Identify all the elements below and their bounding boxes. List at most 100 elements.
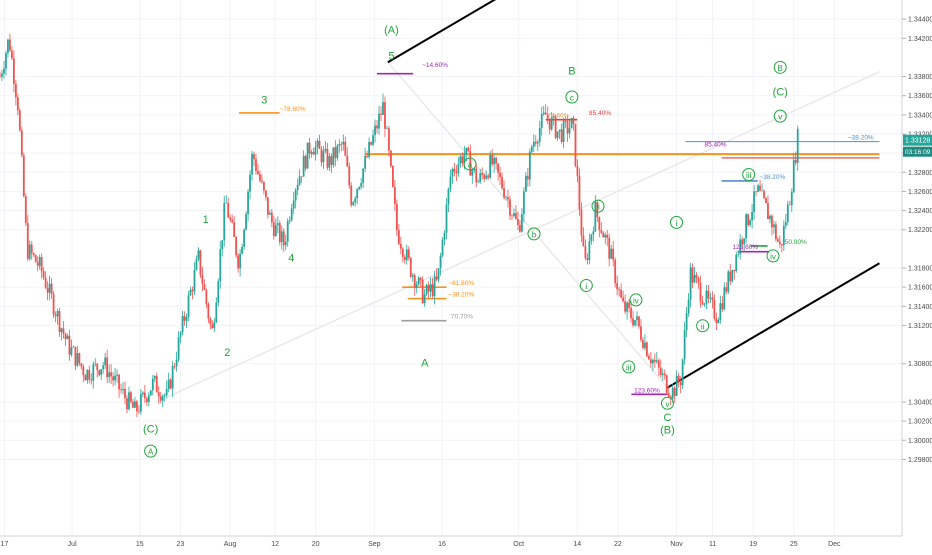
candle-body (628, 302, 630, 308)
candle-body (213, 322, 216, 329)
candle-body (134, 401, 136, 408)
candle-body (655, 360, 658, 362)
fib-label: ~14.60% (422, 62, 448, 69)
candle-body (179, 332, 182, 338)
price-tag-box (903, 134, 932, 146)
candle-body (522, 191, 525, 215)
candle-body (390, 150, 392, 167)
candle-body (467, 147, 470, 152)
candle-body (360, 182, 363, 187)
candle-body (312, 151, 315, 155)
candle-body (56, 310, 59, 317)
candle-body (282, 231, 285, 246)
candle-body (532, 141, 535, 147)
candle-body (263, 182, 265, 191)
candle-body (495, 157, 497, 164)
candle-body (473, 168, 476, 171)
candle-body (328, 156, 331, 168)
x-tick-label: 15 (136, 541, 144, 548)
candle-body (780, 244, 783, 246)
wave-label-circle (622, 360, 636, 374)
candle-body (711, 297, 714, 301)
candle-body (451, 168, 454, 177)
y-tick-label: 1.29800 (908, 457, 932, 464)
y-tick-label: 1.34200 (908, 36, 932, 43)
candle-body (713, 300, 716, 319)
candle-body (735, 254, 738, 272)
candle-body (92, 364, 95, 381)
candle-body (556, 131, 559, 138)
candle-body (536, 141, 539, 144)
x-tick-label: 20 (312, 541, 320, 548)
candle-body (223, 203, 226, 241)
y-tick-label: 1.32400 (908, 208, 932, 215)
candle-body (786, 204, 789, 223)
fib-label: 85.40% (589, 110, 611, 117)
candle-body (550, 117, 553, 130)
candle-body (50, 283, 53, 294)
candle-body (632, 318, 634, 326)
candle-body (695, 274, 698, 278)
y-axis: 1.344001.342001.338001.336001.334001.332… (901, 0, 932, 536)
candle-body (776, 239, 779, 242)
y-tick-label: 1.30800 (908, 361, 932, 368)
candle-body (763, 190, 765, 198)
candle-body (354, 198, 357, 203)
wave-label: C (664, 412, 672, 424)
candle-body (322, 151, 325, 163)
candle-body (773, 224, 775, 228)
candle-body (796, 128, 799, 163)
candle-body (590, 234, 593, 242)
candle-body (747, 214, 750, 226)
candle-body (28, 244, 31, 259)
candle-body (685, 313, 688, 331)
candle-body (34, 255, 37, 263)
candle-body (564, 120, 567, 122)
candle-body (96, 363, 99, 371)
candle-body (304, 155, 307, 169)
candle-body (649, 359, 652, 364)
candle-body (624, 301, 626, 312)
fib-label: ~38.20% (759, 174, 785, 181)
y-tick-label: 1.33800 (908, 74, 932, 81)
candle-body (1, 73, 3, 77)
candle-body (526, 175, 529, 180)
y-tick-label: 1.33400 (908, 112, 932, 119)
trend-line (387, 0, 497, 64)
candle-body (342, 141, 345, 145)
candle-body (175, 359, 178, 367)
candle-body (421, 279, 424, 304)
candle-body (616, 283, 619, 290)
candle-body (36, 262, 39, 266)
candle-body (173, 365, 176, 367)
candle-body (94, 363, 97, 365)
candle-body (524, 175, 527, 192)
wave-label-circle (660, 396, 674, 410)
candle-body (62, 328, 65, 334)
candle-body (326, 148, 329, 168)
x-tick-label: Sep (368, 541, 381, 548)
candle-body (368, 142, 370, 157)
candle-body (292, 200, 295, 209)
candle-body (753, 191, 755, 212)
candle-body (681, 359, 684, 386)
wave-label: 4 (288, 252, 294, 264)
wave-label: i (585, 282, 587, 291)
candle-body (199, 250, 202, 276)
candle-body (340, 144, 343, 145)
wave-label: a (468, 161, 473, 170)
candle-body (568, 128, 571, 134)
y-tick-label: 1.32800 (908, 170, 932, 177)
candle-body (336, 145, 339, 158)
candle-body (171, 365, 174, 389)
trend-lines (166, 0, 880, 398)
candle-body (401, 248, 404, 258)
candle-body (578, 176, 581, 210)
trend-line (537, 236, 669, 389)
candle-body (443, 232, 446, 240)
candle-body (201, 275, 204, 285)
candle-body (110, 372, 113, 377)
candle-body (86, 369, 89, 381)
candle-body (429, 284, 432, 292)
